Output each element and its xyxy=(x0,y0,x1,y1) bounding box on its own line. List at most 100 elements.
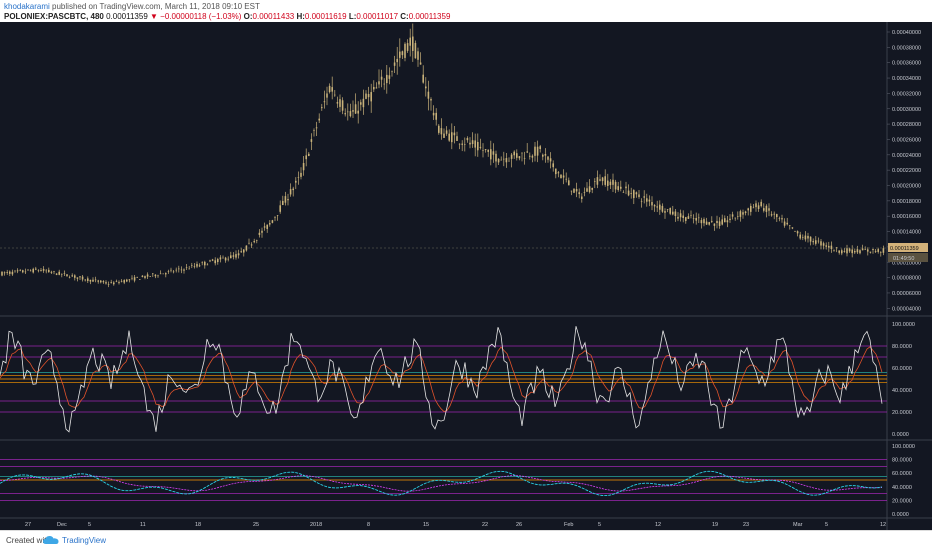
candle-body xyxy=(575,189,578,192)
candle-body xyxy=(224,257,227,261)
candle-body xyxy=(256,240,258,241)
oscillator-2 xyxy=(0,470,883,497)
candle-body xyxy=(724,218,726,223)
candle-body xyxy=(705,221,708,225)
candle-body xyxy=(81,276,84,280)
candle-body xyxy=(620,186,622,189)
candle-body xyxy=(794,230,796,232)
candle-body xyxy=(120,281,123,282)
publish-info: khodakarami published on TradingView.com… xyxy=(4,2,260,11)
candle-body xyxy=(66,274,68,277)
candle-body xyxy=(84,279,86,281)
tradingview-cloud-icon[interactable] xyxy=(42,534,60,546)
candle-body xyxy=(820,241,822,246)
candle-body xyxy=(731,214,734,217)
candle-body xyxy=(74,275,76,278)
chart-area[interactable]: 0.00040000 0.00038000 0.00036000 0.00034000… xyxy=(0,22,932,530)
candle-body xyxy=(822,243,825,246)
candle-body xyxy=(617,186,619,190)
symbol-name[interactable]: POLONIEX:PASCBTC, 480 xyxy=(4,12,104,21)
chart-canvas[interactable]: 0.00040000 0.00038000 0.00036000 0.00034000… xyxy=(0,22,932,530)
candle-body xyxy=(471,140,474,145)
candle-body xyxy=(633,190,635,199)
candle-body xyxy=(843,251,846,252)
candle-body xyxy=(474,140,476,148)
candle-body xyxy=(419,62,422,65)
candle-body xyxy=(565,178,567,180)
candle-body xyxy=(131,277,133,279)
candle-body xyxy=(378,81,380,85)
created-with-text: Created with xyxy=(6,536,51,545)
osc-tick-label: 80.0000 xyxy=(892,344,912,350)
candle-body xyxy=(505,158,508,163)
candle-body xyxy=(6,272,8,273)
candle-body xyxy=(648,199,651,202)
time-label: 2018 xyxy=(310,522,322,528)
candle-body xyxy=(334,94,336,96)
candle-body xyxy=(614,181,617,190)
candle-body xyxy=(373,86,375,90)
time-label: 15 xyxy=(423,522,429,528)
author-link[interactable]: khodakarami xyxy=(4,2,50,11)
tradingview-brand[interactable]: TradingView xyxy=(62,536,107,545)
candle-body xyxy=(789,225,791,227)
candle-body xyxy=(383,83,385,85)
candle-body xyxy=(165,273,167,275)
candle-body xyxy=(739,211,742,217)
candle-body xyxy=(430,99,432,101)
candle-body xyxy=(105,282,107,284)
candle-body xyxy=(9,271,11,274)
candle-body xyxy=(406,43,409,51)
candle-body xyxy=(804,235,807,240)
candle-body xyxy=(45,270,47,272)
time-label: 26 xyxy=(516,522,522,528)
candle-body xyxy=(778,218,781,220)
candle-body xyxy=(539,146,541,150)
published-text: published on TradingView.com, March 11, … xyxy=(49,2,260,11)
candle-body xyxy=(269,223,271,225)
price-tick-label: 0.00030000 xyxy=(892,107,921,113)
price-axis[interactable]: 0.00040000 0.00038000 0.00036000 0.00034000… xyxy=(887,30,921,312)
candle-body xyxy=(445,130,448,134)
candle-body xyxy=(609,181,612,186)
candle-body xyxy=(391,71,393,73)
candle-body xyxy=(167,271,170,272)
candle-body xyxy=(126,279,128,282)
candle-body xyxy=(482,150,484,151)
candle-body xyxy=(679,213,682,218)
candle-body xyxy=(508,160,510,162)
candle-body xyxy=(27,269,29,271)
candle-body xyxy=(594,181,596,182)
candle-body xyxy=(703,219,705,224)
oscillator-2-axis[interactable]: 100.0000 80.0000 60.0000 40.0000 20.0000 0.00… xyxy=(892,444,915,518)
candle-body xyxy=(747,208,749,211)
candle-body xyxy=(742,212,744,215)
candle-body xyxy=(362,98,365,108)
osc-tick-label: 80.0000 xyxy=(892,458,912,464)
candle-body xyxy=(48,269,50,273)
candle-body xyxy=(300,172,302,177)
candle-body xyxy=(651,202,653,206)
candle-body xyxy=(354,104,357,114)
candle-body xyxy=(869,251,872,253)
candle-body xyxy=(578,192,580,195)
candle-body xyxy=(841,250,843,254)
candle-body xyxy=(851,249,853,254)
candle-body xyxy=(669,208,671,214)
candle-body xyxy=(757,205,760,209)
countdown-tag: 01:49:50 xyxy=(888,253,928,262)
candle-body xyxy=(750,205,752,212)
candle-body xyxy=(370,92,372,102)
candle-body xyxy=(562,175,565,178)
candle-body xyxy=(136,276,138,278)
osc2-signal-line xyxy=(0,475,883,492)
candle-body xyxy=(672,211,674,215)
candle-body xyxy=(349,111,352,117)
candle-body xyxy=(100,280,102,283)
candle-body xyxy=(258,232,261,235)
candle-body xyxy=(63,273,66,274)
time-label: 27 xyxy=(25,522,31,528)
oscillator-1-axis[interactable]: 100.0000 80.0000 60.0000 40.0000 20.0000 0.00… xyxy=(892,322,915,438)
time-axis[interactable]: 27 Dec 5 11 18 25 2018 8 15 22 26 Feb 5 12 19 23 Mar 5 12 xyxy=(25,522,886,528)
candle-body xyxy=(716,220,718,223)
